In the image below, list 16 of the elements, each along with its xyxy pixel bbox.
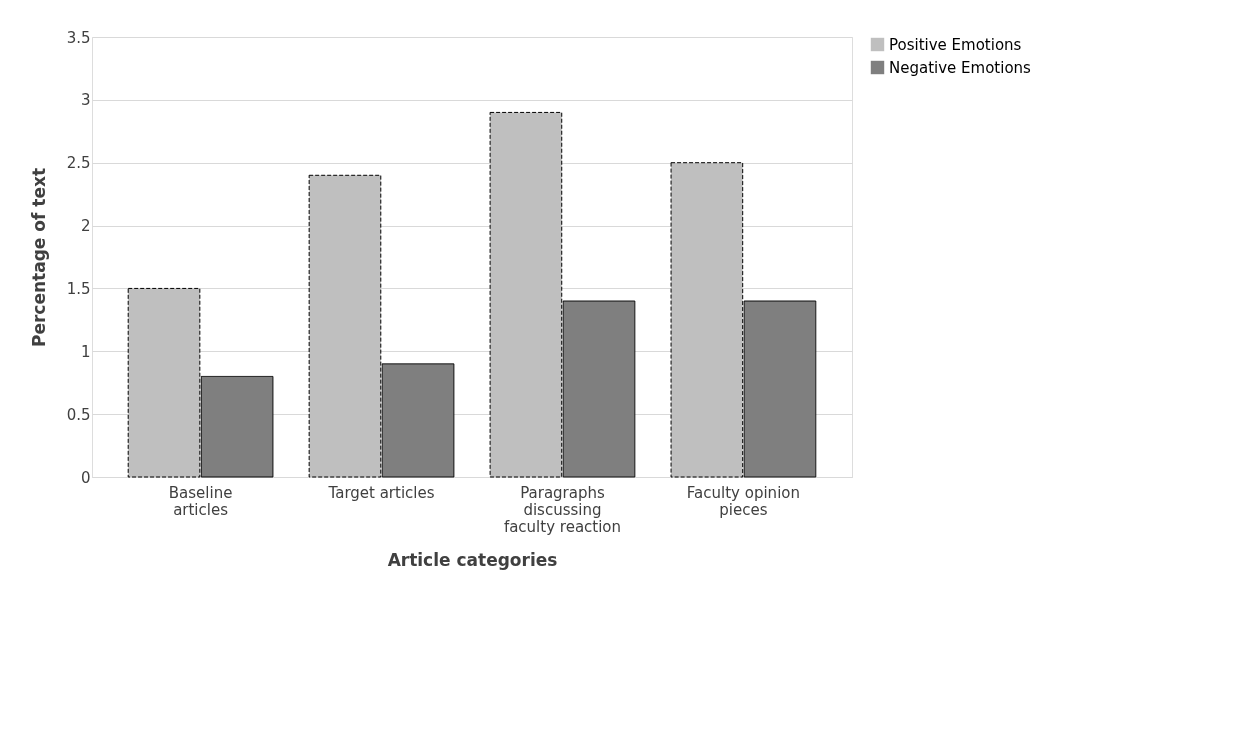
y-tick-label: 2 (80, 217, 91, 236)
y-tick-label: 0 (80, 468, 91, 487)
y-tick-label: 3.5 (66, 28, 91, 47)
y-axis-title: Percentage of text (28, 167, 49, 348)
x-tick-label: Faculty opinion pieces (686, 483, 800, 519)
y-tick-label: 1.5 (66, 279, 91, 298)
x-axis-title: Article categories (387, 549, 558, 570)
legend-label: Negative Emotions (889, 58, 1032, 77)
x-tick-label: Paragraphs discussing faculty reaction (503, 483, 622, 536)
y-tick-label: 2.5 (66, 154, 91, 173)
legend-label: Positive Emotions (889, 35, 1022, 54)
y-tick-label: 3 (80, 91, 91, 110)
y-tick-label: 1 (80, 342, 91, 361)
x-tick-label: Baseline articles (168, 483, 233, 519)
y-tick-label: 0.5 (66, 405, 91, 424)
x-tick-label: Target articles (327, 483, 435, 502)
